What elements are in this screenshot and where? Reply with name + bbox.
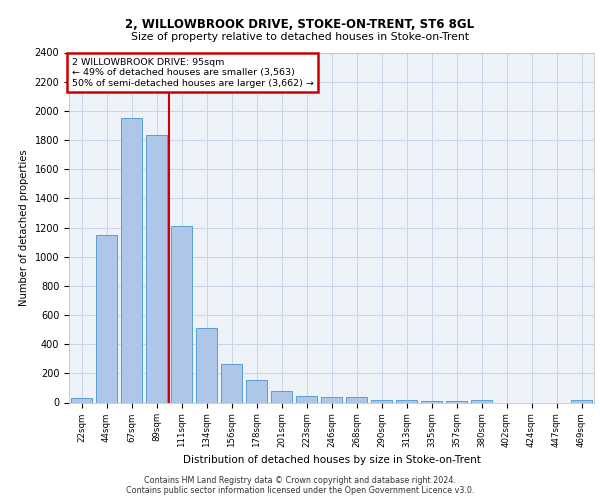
Bar: [71, 398, 92, 402]
Text: 2 WILLOWBROOK DRIVE: 95sqm
← 49% of detached houses are smaller (3,563)
50% of s: 2 WILLOWBROOK DRIVE: 95sqm ← 49% of deta…: [71, 58, 314, 88]
X-axis label: Distribution of detached houses by size in Stoke-on-Trent: Distribution of detached houses by size …: [182, 456, 481, 466]
Bar: [246, 380, 267, 402]
Text: 2, WILLOWBROOK DRIVE, STOKE-ON-TRENT, ST6 8GL: 2, WILLOWBROOK DRIVE, STOKE-ON-TRENT, ST…: [125, 18, 475, 30]
Text: Contains public sector information licensed under the Open Government Licence v3: Contains public sector information licen…: [126, 486, 474, 495]
Bar: [96, 235, 117, 402]
Y-axis label: Number of detached properties: Number of detached properties: [19, 149, 29, 306]
Bar: [121, 118, 142, 403]
Text: Contains HM Land Registry data © Crown copyright and database right 2024.: Contains HM Land Registry data © Crown c…: [144, 476, 456, 485]
Bar: [146, 135, 167, 402]
Bar: [221, 364, 242, 403]
Bar: [446, 401, 467, 402]
Bar: [171, 226, 192, 402]
Bar: [471, 400, 492, 402]
Bar: [296, 396, 317, 402]
Text: Size of property relative to detached houses in Stoke-on-Trent: Size of property relative to detached ho…: [131, 32, 469, 42]
Bar: [196, 328, 217, 402]
Bar: [571, 400, 592, 402]
Bar: [321, 396, 342, 402]
Bar: [371, 400, 392, 402]
Bar: [421, 401, 442, 402]
Bar: [271, 391, 292, 402]
Bar: [346, 396, 367, 402]
Bar: [396, 400, 417, 402]
